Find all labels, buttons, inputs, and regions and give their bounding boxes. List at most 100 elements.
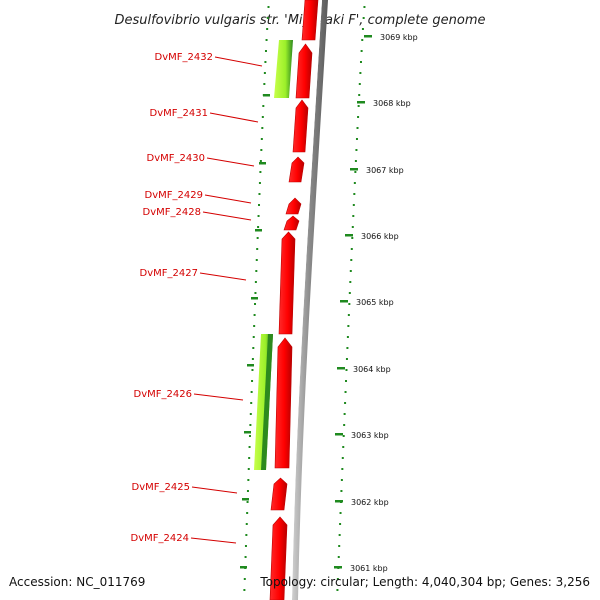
tick-dot bbox=[254, 281, 257, 283]
tick-dot bbox=[263, 72, 266, 74]
tick-dot bbox=[256, 248, 259, 250]
inner-tick bbox=[242, 498, 249, 501]
tick-dot bbox=[363, 6, 366, 8]
tick-dot bbox=[249, 424, 252, 426]
tick-dot bbox=[248, 435, 251, 437]
topology-text: Topology: circular; Length: 4,040,304 bp… bbox=[259, 575, 590, 589]
gene-label: DvMF_2431 bbox=[150, 108, 208, 119]
gene-arrow bbox=[278, 231, 296, 335]
tick-dot bbox=[263, 83, 266, 85]
tick-dot bbox=[352, 215, 355, 217]
tick-dot bbox=[244, 556, 247, 558]
gene-label: DvMF_2428 bbox=[143, 207, 201, 218]
tick-dot bbox=[347, 314, 350, 316]
tick-dot bbox=[357, 116, 360, 118]
leader-line bbox=[214, 56, 263, 67]
gene-arrow bbox=[288, 156, 305, 183]
map-title: Desulfovibrio vulgaris str. 'Miyazaki F'… bbox=[114, 13, 485, 28]
tick-dot bbox=[339, 523, 342, 525]
leader-line bbox=[202, 211, 252, 221]
tick-dot bbox=[257, 215, 260, 217]
tick-dot bbox=[246, 501, 249, 503]
tick-dot bbox=[345, 380, 348, 382]
gene-arrow bbox=[292, 99, 309, 153]
tick-dot bbox=[337, 556, 340, 558]
tick-dot bbox=[339, 501, 342, 503]
tick-dot bbox=[359, 61, 362, 63]
tick-dot bbox=[344, 391, 347, 393]
tick-label: 3069 kbp bbox=[380, 33, 418, 42]
tick-dot bbox=[245, 523, 248, 525]
tick-mark bbox=[345, 234, 353, 237]
tick-dot bbox=[253, 314, 256, 316]
inner-tick bbox=[259, 162, 266, 165]
gene-arrow bbox=[285, 197, 302, 215]
tick-dot bbox=[246, 512, 249, 514]
tick-dot bbox=[254, 303, 257, 305]
tick-dot bbox=[350, 248, 353, 250]
tick-dot bbox=[254, 292, 257, 294]
tick-dot bbox=[349, 281, 352, 283]
tick-dot bbox=[261, 127, 264, 129]
leader-line bbox=[206, 157, 255, 167]
tick-mark bbox=[350, 168, 358, 171]
coordinate-ticks: 3069 kbp 3068 kbp 3067 kbp 3066 kbp 3065 kbp… bbox=[240, 6, 418, 591]
gene-label: DvMF_2427 bbox=[140, 268, 198, 279]
tick-dot bbox=[361, 28, 364, 30]
tick-mark bbox=[357, 101, 365, 104]
tick-dot bbox=[342, 435, 345, 437]
tick-dot bbox=[247, 479, 250, 481]
tick-label: 3064 kbp bbox=[353, 365, 391, 374]
gene-arrow bbox=[274, 337, 293, 469]
tick-dot bbox=[260, 138, 263, 140]
gene-label: DvMF_2432 bbox=[155, 52, 213, 63]
tick-mark bbox=[340, 300, 348, 303]
tick-label: 3063 kbp bbox=[351, 431, 389, 440]
gene-arrow bbox=[269, 516, 288, 600]
tick-dot bbox=[258, 182, 261, 184]
tick-dot bbox=[345, 358, 348, 360]
tick-dot bbox=[361, 39, 364, 41]
tick-dot bbox=[251, 358, 254, 360]
tick-dot bbox=[336, 578, 339, 580]
gene-arrow bbox=[270, 477, 288, 511]
tick-dot bbox=[248, 457, 251, 459]
leader-line bbox=[204, 194, 252, 204]
tick-dot bbox=[338, 534, 341, 536]
tick-dot bbox=[250, 391, 253, 393]
tick-dot bbox=[243, 578, 246, 580]
tick-dot bbox=[258, 193, 261, 195]
tick-dot bbox=[266, 28, 269, 30]
leader-line bbox=[190, 537, 237, 544]
tick-label: 3068 kbp bbox=[373, 99, 411, 108]
tick-dot bbox=[337, 567, 340, 569]
tick-dot bbox=[356, 127, 359, 129]
tick-dot bbox=[249, 413, 252, 415]
gene-arrow bbox=[295, 43, 313, 99]
tick-dot bbox=[342, 446, 345, 448]
feature-block bbox=[274, 40, 293, 98]
tick-dot bbox=[355, 149, 358, 151]
tick-dot bbox=[262, 105, 265, 107]
leader-line bbox=[193, 393, 244, 401]
tick-dot bbox=[340, 479, 343, 481]
tick-dot bbox=[256, 237, 259, 239]
tick-dot bbox=[343, 413, 346, 415]
tick-dot bbox=[348, 292, 351, 294]
tick-dot bbox=[358, 83, 361, 85]
tick-dot bbox=[252, 336, 255, 338]
tick-label: 3065 kbp bbox=[356, 298, 394, 307]
gene-label: DvMF_2426 bbox=[134, 389, 192, 400]
gene-label: DvMF_2429 bbox=[145, 190, 203, 201]
feature-track bbox=[254, 40, 293, 470]
tick-dot bbox=[349, 270, 352, 272]
tick-dot bbox=[357, 105, 360, 107]
tick-dot bbox=[243, 589, 246, 591]
tick-dot bbox=[360, 50, 363, 52]
genome-backbone bbox=[292, 0, 328, 600]
tick-dot bbox=[266, 17, 269, 19]
tick-dot bbox=[351, 226, 354, 228]
inner-tick bbox=[240, 566, 247, 569]
feature-block-edge bbox=[261, 334, 273, 470]
